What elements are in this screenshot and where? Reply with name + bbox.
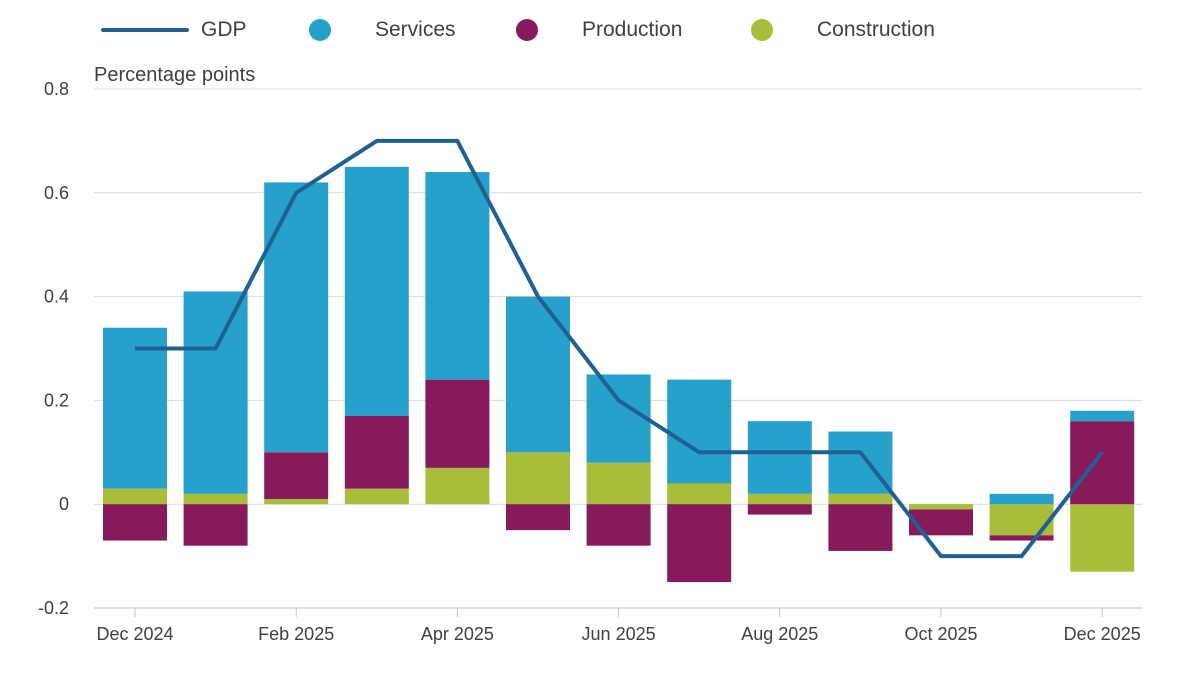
tick-labels: 0.8 0.6 0.4 0.2 0 -0.2 Dec 2024 Feb 2025 Apr 202… [38, 79, 1141, 644]
y-tick-label: 0 [59, 494, 69, 514]
bar-production[interactable] [828, 504, 893, 551]
bar-production[interactable] [506, 504, 570, 531]
production-dot-icon [516, 19, 538, 41]
bar-services[interactable] [1070, 410, 1135, 422]
y-axis-title: Percentage points [94, 64, 256, 86]
bar-production[interactable] [103, 504, 167, 541]
bar-construction[interactable] [425, 467, 490, 505]
legend-item-construction[interactable]: Construction [751, 18, 935, 42]
x-tick-label: Jun 2025 [582, 624, 656, 644]
bar-services[interactable] [828, 431, 893, 494]
bar-services[interactable] [183, 291, 248, 494]
bar-production[interactable] [344, 415, 409, 489]
x-tick-label: Dec 2024 [96, 624, 173, 644]
bar-services[interactable] [586, 374, 651, 463]
legend-item-gdp[interactable]: GDP [101, 18, 247, 42]
legend-item-services[interactable]: Services [309, 18, 456, 42]
x-tick-label: Apr 2025 [421, 624, 494, 644]
bar-production[interactable] [425, 379, 490, 468]
legend-label-gdp: GDP [201, 18, 247, 41]
bar-services[interactable] [264, 182, 329, 453]
y-tick-label: 0.4 [44, 287, 69, 307]
gdp-line-layer [135, 138, 1104, 559]
bar-construction[interactable] [828, 493, 893, 505]
bar-construction[interactable] [344, 488, 409, 505]
bar-production[interactable] [264, 452, 329, 500]
bar-services[interactable] [103, 327, 167, 489]
legend-item-production[interactable]: Production [516, 18, 682, 42]
bars [103, 166, 1135, 583]
y-tick-label: -0.2 [38, 598, 69, 618]
bar-services[interactable] [667, 379, 732, 484]
bar-construction[interactable] [747, 493, 812, 505]
bar-construction[interactable] [103, 488, 167, 505]
x-tick-label: Feb 2025 [258, 624, 334, 644]
construction-dot-icon [751, 19, 773, 41]
bar-production[interactable] [586, 504, 651, 546]
legend-label-production: Production [582, 18, 683, 41]
x-tick-label: Aug 2025 [741, 624, 818, 644]
bar-services[interactable] [747, 421, 812, 494]
bar-services[interactable] [506, 296, 570, 453]
bar-services[interactable] [425, 172, 490, 380]
bar-production[interactable] [667, 504, 732, 583]
x-axis [134, 608, 1103, 617]
bar-construction[interactable] [506, 452, 570, 505]
y-tick-label: 0.6 [44, 183, 69, 203]
bar-production[interactable] [183, 504, 248, 546]
gdp-line[interactable] [135, 138, 1104, 559]
y-tick-label: 0.8 [44, 79, 69, 99]
bar-construction[interactable] [989, 504, 1054, 536]
gdp-line-icon [101, 28, 189, 32]
bar-production[interactable] [747, 504, 812, 515]
bar-construction[interactable] [667, 483, 732, 505]
bar-construction[interactable] [1070, 504, 1135, 572]
legend: GDP Services Production Construction [0, 0, 1200, 70]
bar-production[interactable] [1070, 421, 1135, 505]
bar-construction[interactable] [183, 493, 248, 505]
x-tick-label: Oct 2025 [904, 624, 977, 644]
bar-construction[interactable] [909, 504, 973, 510]
bar-construction[interactable] [586, 462, 651, 505]
bar-production[interactable] [909, 509, 973, 536]
legend-label-services: Services [375, 18, 456, 41]
services-dot-icon [309, 19, 331, 41]
bar-services[interactable] [344, 166, 409, 416]
bar-construction[interactable] [264, 499, 329, 505]
y-tick-label: 0.2 [44, 390, 69, 410]
bar-services[interactable] [989, 493, 1054, 505]
legend-label-construction: Construction [817, 18, 935, 41]
x-tick-label: Dec 2025 [1064, 624, 1141, 644]
bar-production[interactable] [989, 535, 1054, 541]
